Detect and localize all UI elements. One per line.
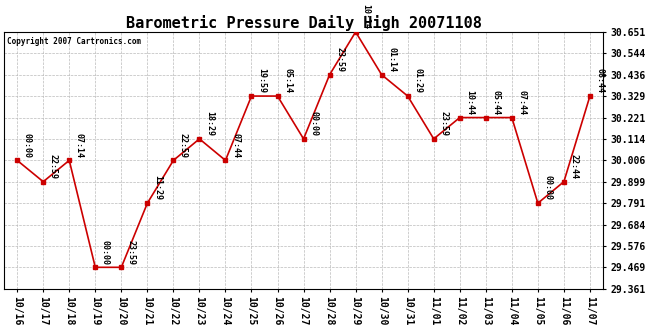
- Text: 10:14: 10:14: [361, 4, 370, 29]
- Text: 23:59: 23:59: [439, 111, 448, 136]
- Text: 00:00: 00:00: [101, 240, 110, 265]
- Text: 07:44: 07:44: [231, 133, 240, 158]
- Text: 22:59: 22:59: [179, 133, 188, 158]
- Text: 00:00: 00:00: [309, 111, 318, 136]
- Title: Barometric Pressure Daily High 20071108: Barometric Pressure Daily High 20071108: [125, 15, 482, 31]
- Text: 05:44: 05:44: [491, 90, 500, 115]
- Text: 00:00: 00:00: [543, 176, 552, 200]
- Text: 23:59: 23:59: [127, 240, 136, 265]
- Text: 11:29: 11:29: [153, 176, 162, 200]
- Text: 19:59: 19:59: [257, 68, 266, 93]
- Text: 00:00: 00:00: [23, 133, 32, 158]
- Text: 22:44: 22:44: [569, 154, 578, 179]
- Text: 10:44: 10:44: [465, 90, 474, 115]
- Text: 07:44: 07:44: [517, 90, 526, 115]
- Text: 22:59: 22:59: [49, 154, 58, 179]
- Text: 07:14: 07:14: [75, 133, 84, 158]
- Text: 01:29: 01:29: [413, 68, 423, 93]
- Text: 23:59: 23:59: [335, 47, 344, 72]
- Text: 18:29: 18:29: [205, 111, 214, 136]
- Text: 05:14: 05:14: [283, 68, 292, 93]
- Text: 01:14: 01:14: [387, 47, 396, 72]
- Text: Copyright 2007 Cartronics.com: Copyright 2007 Cartronics.com: [7, 37, 141, 46]
- Text: 08:44: 08:44: [595, 68, 604, 93]
